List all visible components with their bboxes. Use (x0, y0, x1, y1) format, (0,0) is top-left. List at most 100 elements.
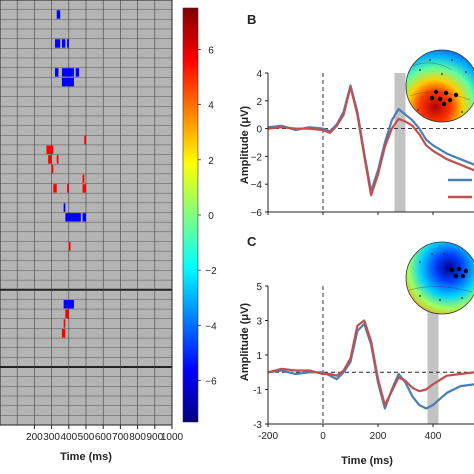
colorbar-tick-label: −2 (205, 266, 217, 277)
heatmap-cell (75, 68, 80, 77)
electrode-marker (433, 89, 439, 95)
panel-c-letter: C (247, 234, 257, 249)
heatmap-cell (56, 10, 61, 19)
colorbar-tick-label: 6 (208, 45, 214, 56)
heatmap-cell (56, 155, 59, 164)
heatmap-x-tick-label: 900 (146, 432, 163, 443)
electrode-marker (443, 90, 449, 96)
heatmap-x-tick-label: 600 (95, 432, 112, 443)
electrode-marker (429, 95, 435, 101)
heatmap-cell (61, 68, 74, 77)
y-tick-label: 4 (256, 69, 262, 80)
colorbar-tick-label: 2 (208, 156, 214, 167)
erp-series-red (267, 319, 474, 407)
y-tick-label: 2 (256, 97, 262, 108)
panel-c-plot: 531-1-3-2000200400600 (253, 282, 474, 442)
heatmap-cell (51, 164, 54, 174)
heatmap-x-axis-title: Time (ms) (60, 451, 112, 463)
heatmap-cell (63, 203, 66, 212)
heatmap-cell (55, 68, 59, 77)
heatmap-cell (82, 174, 85, 183)
analysis-window (427, 286, 439, 424)
x-tick-label: 0 (320, 431, 326, 442)
electrode-marker (453, 273, 459, 279)
heatmap-cell (46, 145, 54, 154)
y-tick-label: 1 (256, 351, 262, 362)
heatmap-cell (68, 242, 71, 251)
panel-c-y-axis-title: Amplitude (μV) (239, 303, 251, 382)
panel-b-plot: 4 2 0 −2 −4 −6 (251, 69, 474, 219)
heatmap-cell (65, 213, 81, 222)
heatmap-cell (63, 300, 74, 309)
heatmap-grid (0, 0, 172, 425)
electrode-site (439, 299, 441, 301)
colorbar-tick-label: 0 (208, 211, 214, 222)
heatmap-x-tick-label: 400 (60, 432, 77, 443)
electrode-site (431, 253, 433, 255)
colorbar: 6 4 2 0 −2 −4 −6 (182, 7, 217, 423)
electrode-marker (447, 97, 453, 103)
electrode-marker (441, 101, 447, 107)
electrode-marker (449, 267, 455, 273)
y-tick-label: 3 (256, 317, 262, 328)
heatmap-cell (63, 319, 66, 328)
heatmap-cell (55, 39, 61, 48)
heatmap-cell (61, 39, 66, 48)
y-tick-label: -1 (253, 386, 262, 397)
heatmap-x-tick-label: 1000 (161, 432, 184, 443)
heatmap-cell (82, 184, 86, 193)
electrode-site (451, 59, 453, 61)
heatmap-x-tick-label: 300 (43, 432, 60, 443)
panel-b-letter: B (247, 12, 256, 27)
x-tick-label: 200 (370, 431, 387, 442)
electrode-marker (460, 273, 466, 279)
panel-b-topomap (405, 49, 474, 123)
heatmap-cell (67, 39, 69, 48)
panel-c-topomap (405, 241, 474, 315)
heatmap-cell (61, 77, 74, 87)
electrode-site (443, 253, 445, 255)
heatmap-cell (65, 309, 69, 319)
electrode-marker (437, 96, 443, 102)
panel-c-x-axis-title: Time (ms) (341, 455, 393, 467)
electrode-site (429, 59, 431, 61)
panel-c-topomap-electrodes (419, 253, 469, 301)
x-tick-label: -200 (258, 431, 278, 442)
heatmap-cell (48, 155, 52, 164)
panel-b-y-axis-title: Amplitude (μV) (239, 106, 251, 185)
heatmap-cell (82, 213, 86, 222)
erp-series-red (267, 85, 474, 197)
colorbar-gradient (182, 7, 199, 423)
y-tick-label: 5 (256, 282, 262, 293)
colorbar-tick-label: −6 (205, 377, 217, 388)
heatmap-cell (53, 184, 57, 193)
y-tick-label: −2 (251, 152, 263, 163)
heatmap-x-tick-label: 500 (78, 432, 95, 443)
electrode-site (441, 73, 443, 75)
electrode-site (419, 261, 421, 263)
y-tick-label: 0 (256, 125, 262, 136)
panel-b-topomap-electrodes (417, 59, 467, 113)
heatmap-cell (61, 329, 66, 338)
y-tick-label: −4 (251, 180, 263, 191)
heatmap-x-tick-label: 200 (26, 432, 43, 443)
electrode-site (419, 69, 421, 71)
analysis-window (394, 73, 406, 212)
panel-c-erp: C 531-1-3-2000200400600 Amplitude (μV) T… (239, 234, 474, 467)
heatmap-x-tick-label: 800 (129, 432, 146, 443)
heatmap-cell (67, 184, 69, 193)
heatmap-cell (84, 135, 86, 145)
erp-series-blue (267, 322, 474, 410)
panel-b-erp: B 4 2 0 −2 −4 −6 Amplitude (μV) (239, 12, 474, 219)
electrode-marker (463, 268, 469, 274)
electrode-marker (456, 266, 462, 272)
electrode-site (419, 295, 421, 297)
electrode-site (417, 109, 419, 111)
colorbar-tick-label: −4 (205, 321, 217, 332)
heatmap-x-tick-label: 700 (112, 432, 129, 443)
y-tick-label: -3 (253, 420, 262, 431)
x-tick-label: 400 (425, 431, 442, 442)
